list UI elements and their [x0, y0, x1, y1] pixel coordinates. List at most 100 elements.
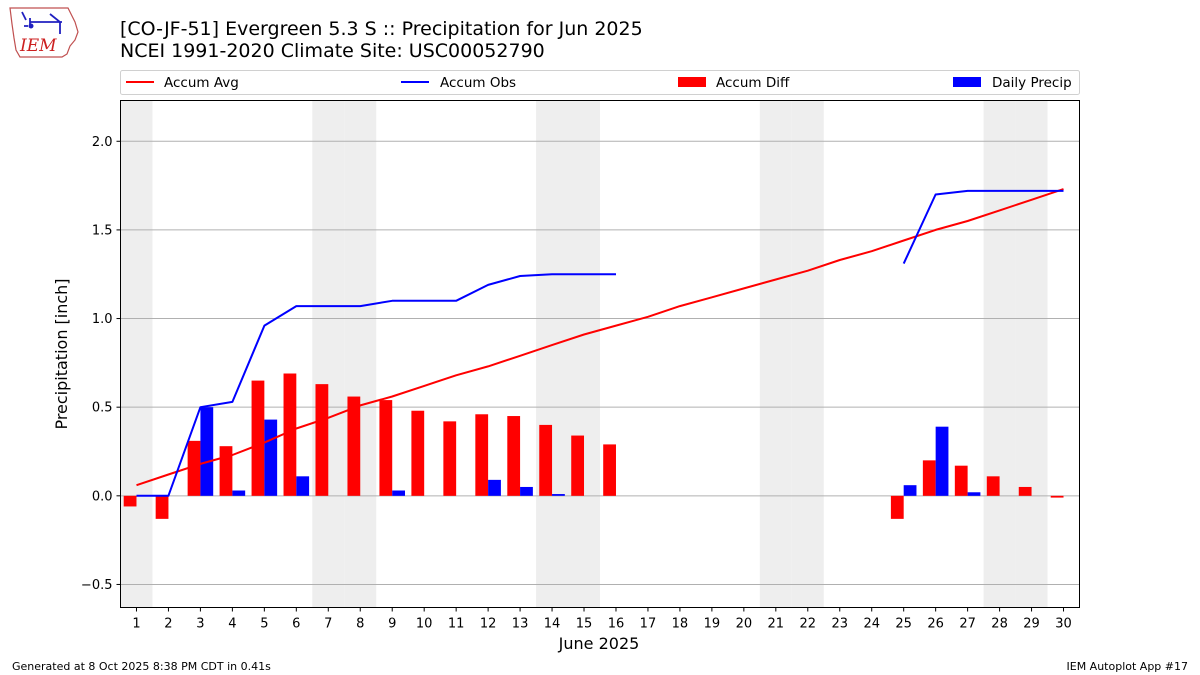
- x-tick-label: 17: [640, 617, 657, 632]
- accum-diff-bar: [986, 476, 1000, 496]
- x-axis-label: June 2025: [558, 634, 640, 653]
- x-tick-label: 24: [863, 617, 880, 632]
- x-tick-label: 20: [736, 617, 753, 632]
- x-tick-label: 13: [512, 617, 529, 632]
- accum-diff-bar: [443, 421, 457, 496]
- x-tick-label: 2: [164, 617, 172, 632]
- x-tick-label: 27: [959, 617, 976, 632]
- accum-diff-bar: [411, 410, 425, 496]
- x-tick-label: 23: [831, 617, 848, 632]
- x-tick-label: 21: [768, 617, 785, 632]
- accum-diff-bar: [123, 495, 137, 507]
- x-tick-label: 14: [544, 617, 561, 632]
- accum-diff-bar: [379, 400, 393, 496]
- accum-diff-bar: [251, 380, 265, 496]
- weekend-band: [791, 100, 824, 608]
- x-tick-label: 10: [416, 617, 433, 632]
- plot-frame: [120, 100, 1080, 608]
- legend-daily-precip-swatch: [953, 77, 981, 87]
- daily-precip-bar: [200, 407, 214, 496]
- legend-accum-avg-label: Accum Avg: [164, 75, 239, 91]
- x-tick-label: 1: [132, 617, 140, 632]
- daily-precip-bar: [392, 490, 406, 496]
- accum-diff-bar: [539, 424, 553, 496]
- station-dot-icon: [28, 23, 34, 29]
- x-tick-label: 5: [260, 617, 268, 632]
- x-tick-label: 15: [576, 617, 593, 632]
- x-tick-label: 30: [1055, 617, 1072, 632]
- accum-diff-bar: [1050, 495, 1064, 498]
- y-axis-label: Precipitation [inch]: [52, 278, 71, 429]
- accum-avg-line: [136, 188, 1064, 487]
- footer-app-id: IEM Autoplot App #17: [1067, 660, 1189, 673]
- x-tick-label: 16: [608, 617, 625, 632]
- x-tick-label: 28: [991, 617, 1008, 632]
- weekend-band: [344, 100, 377, 608]
- accum-diff-bar: [475, 414, 489, 496]
- x-tick-label: 22: [800, 617, 817, 632]
- y-tick-label: 0.0: [92, 489, 113, 504]
- daily-precip-bar: [935, 426, 949, 496]
- x-tick-label: 7: [324, 617, 332, 632]
- footer-generated: Generated at 8 Oct 2025 8:38 PM CDT in 0…: [12, 660, 271, 673]
- weekend-band: [536, 100, 569, 608]
- x-tick-label: 29: [1023, 617, 1040, 632]
- daily-precip-bar: [903, 485, 917, 496]
- logo-text: IEM: [19, 36, 57, 56]
- x-tick-label: 9: [388, 617, 396, 632]
- x-tick-label: 12: [480, 617, 497, 632]
- accum-diff-bar: [347, 396, 361, 496]
- legend: Accum Avg Accum Obs Accum Diff Daily Pre…: [120, 70, 1080, 95]
- x-tick-label: 25: [895, 617, 912, 632]
- x-tick-label: 8: [356, 617, 364, 632]
- legend-box: [120, 70, 1080, 95]
- accum-diff-bar: [603, 444, 616, 496]
- accum-diff-bars: [123, 373, 1064, 519]
- daily-precip-bar: [552, 494, 565, 496]
- weekend-band: [759, 100, 792, 608]
- weekend-shading: [120, 100, 1048, 608]
- x-tick-label: 3: [196, 617, 204, 632]
- daily-precip-bar: [967, 492, 981, 496]
- x-tick-label: 18: [672, 617, 689, 632]
- accum-diff-bar: [922, 460, 936, 496]
- accum-diff-bar: [954, 465, 968, 496]
- accum-lines: [136, 188, 1064, 497]
- y-tick-label: 1.0: [92, 312, 113, 327]
- y-tick-label: −0.5: [81, 578, 113, 593]
- accum-obs-line: [902, 189, 1064, 265]
- daily-precip-bar: [232, 490, 246, 496]
- daily-precip-bar: [520, 486, 533, 496]
- accum-diff-bar: [571, 435, 585, 496]
- accum-diff-bar: [507, 416, 521, 496]
- weekend-band: [120, 100, 153, 608]
- y-tick-label: 1.5: [92, 223, 113, 238]
- x-axis-ticks: 1 2 3 4 5 6 7 8 9 10 11 12 13 14 15 16 17 18 19 20 21 22 23 24 2…: [132, 607, 1072, 632]
- accum-obs-line: [136, 273, 616, 497]
- x-tick-label: 11: [448, 617, 465, 632]
- x-tick-label: 26: [927, 617, 944, 632]
- x-tick-label: 4: [228, 617, 236, 632]
- weekend-band: [312, 100, 345, 608]
- accum-diff-bar: [155, 495, 169, 519]
- accum-diff-bar: [283, 373, 297, 496]
- x-tick-label: 6: [292, 617, 300, 632]
- accum-diff-bar: [219, 446, 233, 496]
- chart-subtitle: NCEI 1991-2020 Climate Site: USC00052790: [120, 40, 545, 62]
- y-tick-label: 2.0: [92, 135, 113, 150]
- weather-station-icon: [21, 11, 62, 34]
- legend-accum-obs-label: Accum Obs: [440, 75, 516, 91]
- chart-title: [CO-JF-51] Evergreen 5.3 S :: Precipitat…: [120, 18, 643, 40]
- legend-accum-diff-label: Accum Diff: [716, 75, 790, 91]
- y-tick-label: 0.5: [92, 401, 113, 416]
- weekend-band: [1015, 100, 1048, 608]
- x-tick-label: 19: [704, 617, 721, 632]
- weekend-band: [568, 100, 600, 608]
- accum-diff-bar: [1018, 486, 1032, 496]
- accum-diff-bar: [315, 384, 329, 496]
- accum-diff-bar: [890, 495, 904, 519]
- legend-daily-precip-label: Daily Precip: [992, 75, 1072, 91]
- legend-accum-diff-swatch: [678, 77, 706, 87]
- iowa-outline-icon: [9, 7, 79, 58]
